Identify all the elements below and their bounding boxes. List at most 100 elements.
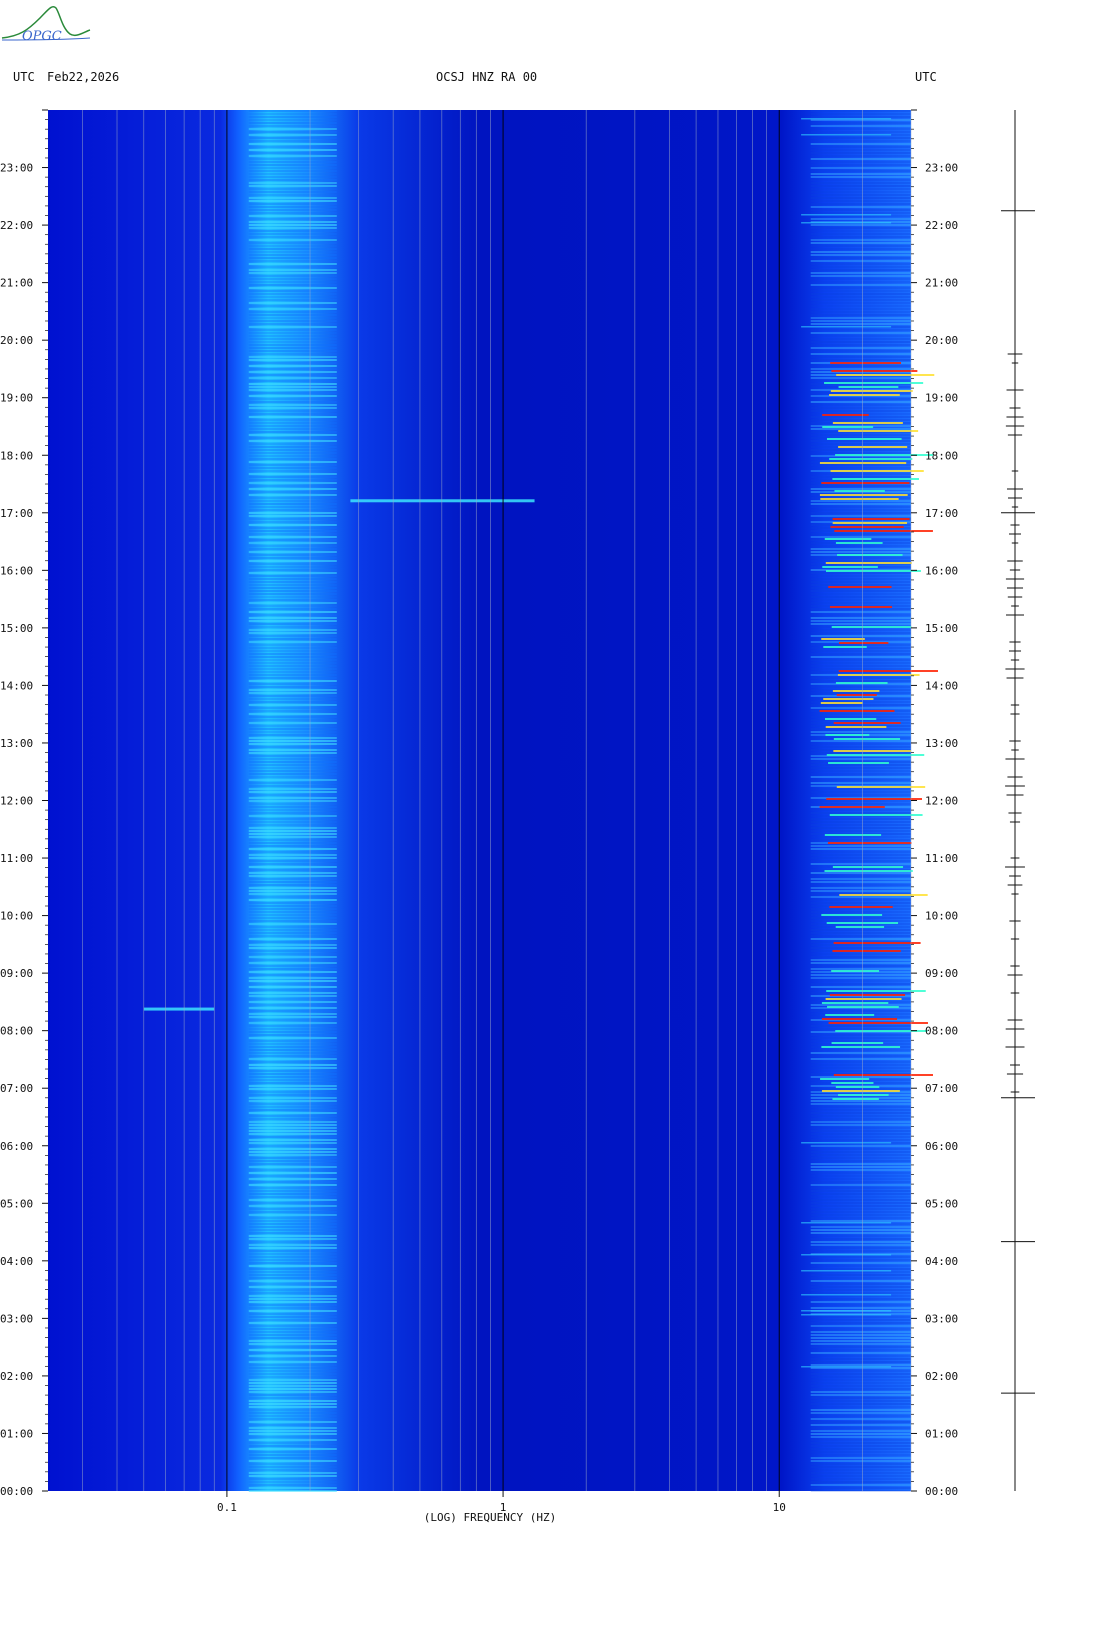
texture-streak <box>248 824 337 826</box>
texture-streak <box>248 1334 337 1336</box>
texture-streak <box>248 512 337 514</box>
texture-streak <box>248 989 337 991</box>
x-axis-label: (LOG) FREQUENCY (HZ) <box>424 1511 556 1524</box>
texture-streak <box>248 632 337 634</box>
noise-burst <box>822 414 869 416</box>
y-tick-label-right: 15:00 <box>925 622 958 635</box>
texture-streak <box>248 659 337 661</box>
texture-streak <box>248 809 337 811</box>
texture-streak <box>248 815 337 817</box>
texture-streak <box>810 1115 911 1117</box>
texture-streak <box>248 206 337 208</box>
y-tick-label-right: 09:00 <box>925 967 958 980</box>
texture-streak <box>810 335 911 337</box>
texture-streak <box>810 452 911 454</box>
texture-streak <box>248 551 337 553</box>
texture-streak <box>248 1196 337 1198</box>
texture-streak <box>248 1397 337 1399</box>
texture-streak <box>810 656 911 658</box>
texture-streak <box>248 578 337 580</box>
texture-streak <box>248 1091 337 1093</box>
texture-streak <box>810 1388 911 1390</box>
noise-burst <box>828 762 889 764</box>
texture-streak <box>248 455 337 457</box>
texture-streak <box>248 1160 337 1162</box>
texture-streak <box>810 161 911 163</box>
texture-streak <box>810 1208 911 1210</box>
texture-streak <box>810 1439 911 1441</box>
texture-streak <box>810 1052 911 1054</box>
texture-streak <box>248 1274 337 1276</box>
texture-streak <box>248 194 337 196</box>
texture-streak <box>248 872 337 874</box>
texture-streak <box>248 1172 337 1174</box>
texture-streak <box>248 1400 337 1402</box>
texture-streak <box>248 1136 337 1138</box>
x-tick-label: 1 <box>500 1501 507 1514</box>
texture-streak <box>248 527 337 529</box>
texture-streak <box>810 1430 911 1432</box>
texture-streak <box>248 671 337 673</box>
texture-streak <box>248 422 337 424</box>
y-tick-label-left: 09:00 <box>0 967 33 980</box>
texture-streak <box>810 245 911 247</box>
texture-streak <box>248 1391 337 1393</box>
texture-streak <box>248 749 337 751</box>
texture-streak <box>810 140 911 142</box>
noise-burst <box>836 786 926 788</box>
texture-streak <box>810 1280 911 1282</box>
texture-streak <box>810 1067 911 1069</box>
texture-streak <box>810 506 911 508</box>
texture-streak <box>248 1220 337 1222</box>
texture-streak <box>810 299 911 301</box>
texture-streak <box>248 725 337 727</box>
texture-streak <box>810 1058 911 1060</box>
texture-streak <box>248 959 337 961</box>
texture-streak <box>810 1355 911 1357</box>
noise-burst <box>829 606 892 608</box>
texture-streak <box>248 173 337 175</box>
texture-streak <box>810 428 911 430</box>
texture-streak <box>248 1475 337 1477</box>
texture-streak <box>810 1328 911 1330</box>
texture-streak <box>810 884 911 886</box>
texture-streak <box>810 908 911 910</box>
texture-streak <box>810 1190 911 1192</box>
texture-streak <box>810 668 911 670</box>
texture-streak <box>810 1292 911 1294</box>
texture-streak <box>248 638 337 640</box>
texture-streak <box>248 482 337 484</box>
texture-streak <box>810 434 911 436</box>
texture-streak <box>248 866 337 868</box>
texture-streak <box>810 1484 911 1486</box>
texture-streak <box>810 1205 911 1207</box>
texture-streak <box>810 1130 911 1132</box>
texture-streak <box>810 1025 911 1027</box>
texture-streak <box>810 1322 911 1324</box>
texture-streak <box>248 449 337 451</box>
texture-streak <box>810 311 911 313</box>
texture-streak <box>248 848 337 850</box>
texture-streak <box>810 203 911 205</box>
texture-streak <box>248 1289 337 1291</box>
y-tick-label-left: 23:00 <box>0 162 33 175</box>
texture-streak <box>810 212 911 214</box>
texture-streak <box>248 353 337 355</box>
texture-streak <box>810 1112 911 1114</box>
texture-streak <box>248 296 337 298</box>
texture-streak <box>810 1265 911 1267</box>
noise-burst <box>831 370 918 372</box>
texture-streak <box>810 1466 911 1468</box>
texture-streak <box>248 254 337 256</box>
texture-streak <box>248 230 337 232</box>
texture-streak <box>248 1082 337 1084</box>
texture-streak <box>248 533 337 535</box>
texture-streak <box>810 944 911 946</box>
texture-streak <box>248 956 337 958</box>
texture-streak <box>248 926 337 928</box>
texture-streak <box>248 365 337 367</box>
texture-streak <box>810 752 911 754</box>
noise-burst <box>837 554 903 556</box>
texture-streak <box>810 827 911 829</box>
texture-streak <box>810 1331 911 1333</box>
